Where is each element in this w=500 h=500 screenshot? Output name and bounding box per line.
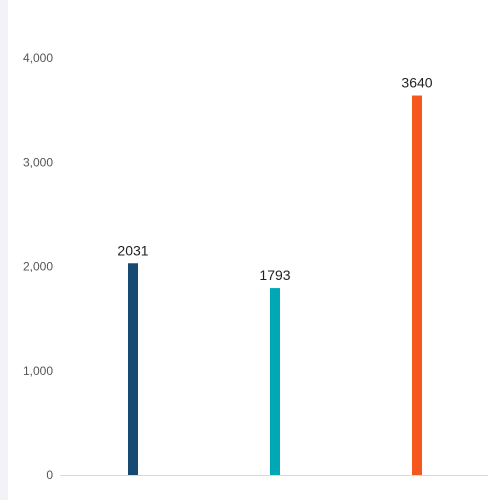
y-tick-label-2: 2,000 [23,260,53,274]
bar-1[interactable] [270,288,280,475]
left-panel-strip [0,0,8,500]
bar-0[interactable] [128,263,138,475]
y-tick-label-4: 4,000 [23,51,53,65]
y-tick-label-1: 1,000 [23,364,53,378]
y-tick-label-0: 0 [46,468,53,482]
data-label-1: 1793 [259,267,290,283]
y-axis-ticks: 0 1,000 2,000 3,000 4,000 [23,51,53,482]
data-label-2: 3640 [401,75,432,91]
bars-group [128,95,422,475]
data-labels-group: 2031 1793 3640 [117,75,432,284]
data-label-0: 2031 [117,242,148,258]
bar-2[interactable] [412,95,422,475]
y-tick-label-3: 3,000 [23,155,53,169]
